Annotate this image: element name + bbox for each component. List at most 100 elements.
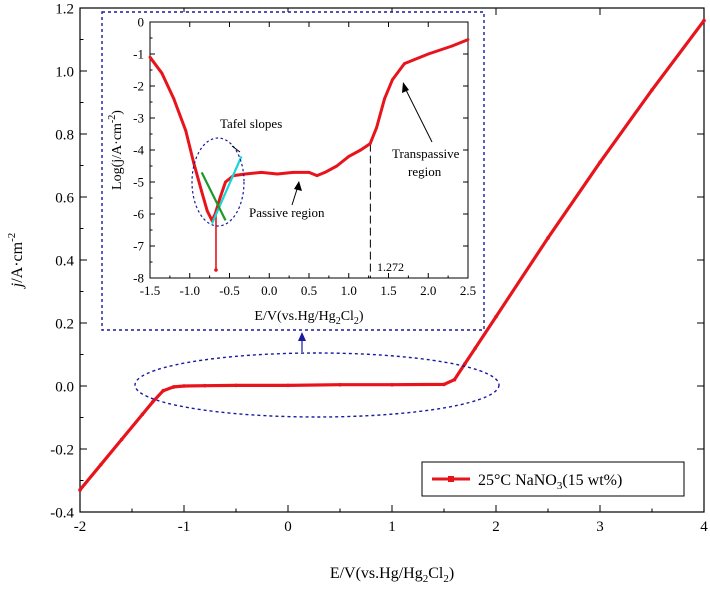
inset-data-point (335, 164, 339, 168)
inset-data-point (426, 52, 430, 56)
inset-x-tick-label: -0.5 (219, 283, 240, 298)
inset-y-tick-label: -2 (133, 79, 144, 94)
main-x-tick-label: 1 (388, 519, 396, 535)
potential-annotation: 1.272 (377, 260, 404, 274)
inset-y-tick-label: -6 (133, 207, 144, 222)
inset-data-point (323, 171, 327, 174)
passive-arrow-head (294, 181, 302, 191)
inset-series-group (148, 38, 470, 278)
main-data-point (702, 18, 706, 23)
inset-x-tick-label: 1.5 (380, 283, 396, 298)
tafel-pointer (231, 145, 241, 153)
inset-data-point (205, 209, 209, 213)
main-series-group (78, 18, 706, 492)
main-x-tick-label: 2 (492, 519, 500, 535)
inset-data-point (375, 126, 378, 129)
main-data-point (78, 488, 82, 492)
main-data-point (140, 412, 145, 417)
inset-x-tick-label: 1.0 (341, 283, 357, 298)
inset-y-axis-title: Log(j/A·cm-2) (107, 110, 125, 190)
tafel-annotation: Tafel slopes (220, 116, 282, 131)
tafel-fit-line (211, 155, 243, 225)
main-data-point (203, 383, 207, 388)
inset-x-axis-title: E/V(vs.Hg/Hg2Cl2) (254, 309, 364, 327)
main-y-tick-label: 1.0 (55, 64, 74, 80)
inset-data-point (383, 97, 386, 101)
inset-y-tick-label: -4 (133, 143, 144, 158)
main-data-point (473, 346, 478, 351)
legend-swatch-marker (448, 476, 454, 482)
inset-y-tick-label: -7 (133, 239, 144, 254)
inset-data-point (218, 196, 222, 200)
passive-annotation: Passive region (249, 205, 325, 220)
inset-data-point (307, 171, 311, 174)
main-data-point (598, 160, 602, 165)
legend: 25°C NaNO3(15 wt%) (421, 461, 685, 497)
inset-data-point (200, 190, 204, 194)
main-data-point (463, 362, 467, 366)
zoom-arrow-head (298, 332, 306, 341)
tafel-ellipse (191, 137, 245, 227)
inset-data-point (160, 71, 164, 75)
inset-y-tick-label: -8 (133, 271, 144, 286)
inset-data-point (450, 44, 454, 48)
inset-x-tick-label: 2.0 (420, 283, 436, 298)
main-y-tick-label: 0.6 (55, 190, 74, 206)
inset-axis-ticks: -1.5 -1.0 -0.5 0.0 0.5 1.0 1.5 2.0 2.5 0 -1 -2 -3 -4 -… (133, 15, 476, 298)
main-y-tick-label: -0.4 (50, 505, 74, 521)
inset-data-point (172, 97, 176, 101)
inset-y-tick-label: -3 (133, 111, 144, 126)
inset-data-point (244, 172, 247, 176)
main-x-tick-label: -1 (178, 519, 191, 535)
inset-x-tick-label: -1.5 (140, 283, 161, 298)
main-data-point (390, 382, 394, 387)
inset-data-point (359, 148, 363, 152)
main-data-point (442, 382, 446, 387)
inset-data-point (275, 172, 279, 176)
inset-data-point (403, 62, 406, 65)
inset-data-point (466, 38, 470, 41)
inset-x-tick-label: 0.0 (261, 283, 277, 298)
inset-data-point (347, 155, 351, 158)
main-data-point (234, 383, 238, 388)
main-y-tick-label: 1.2 (55, 1, 74, 17)
inset-data-point (368, 142, 372, 146)
tafel-fit-line (200, 171, 227, 221)
inset-data-point (259, 171, 263, 174)
transpassive-annotation-2: region (408, 164, 442, 179)
main-data-point (494, 314, 498, 319)
inset-data-point (291, 171, 295, 174)
main-data-point (546, 236, 550, 240)
legend-label: 25°C NaNO3(15 wt%) (478, 472, 622, 492)
inset-y-tick-label: 0 (138, 15, 145, 30)
ecorr-spike-point (214, 268, 218, 272)
main-y-tick-label: 0.0 (55, 379, 74, 395)
inset-data-point (391, 78, 394, 81)
inset-x-tick-label: -1.0 (179, 283, 200, 298)
inset-x-tick-label: 0.5 (301, 283, 317, 298)
main-data-point (151, 399, 155, 404)
main-data-point (452, 377, 457, 382)
main-data-point (99, 462, 103, 467)
inset-data-point (224, 180, 227, 184)
inset-x-tick-label: 2.5 (460, 283, 476, 298)
inset-data-point (184, 129, 188, 133)
main-series-line (78, 19, 706, 491)
main-x-tick-label: -2 (74, 519, 87, 535)
main-data-point (650, 88, 654, 92)
transpassive-arrow-head (402, 82, 409, 93)
main-x-tick-label: 4 (700, 519, 708, 535)
transpassive-annotation-1: Transpassive (392, 146, 460, 161)
main-y-axis-title: j/A·cm-2 (6, 233, 26, 290)
main-x-axis-title: E/V(vs.Hg/Hg2Cl2) (330, 565, 454, 585)
inset-data-point (315, 174, 319, 178)
main-data-point (338, 382, 342, 387)
inset-data-point (148, 55, 152, 59)
main-data-point (286, 383, 290, 388)
transpassive-arrow (404, 87, 433, 143)
inset-y-tick-label: -1 (133, 47, 144, 62)
main-data-point (171, 385, 176, 389)
main-x-tick-label: 0 (284, 519, 292, 535)
main-y-tick-label: 0.4 (55, 253, 74, 269)
